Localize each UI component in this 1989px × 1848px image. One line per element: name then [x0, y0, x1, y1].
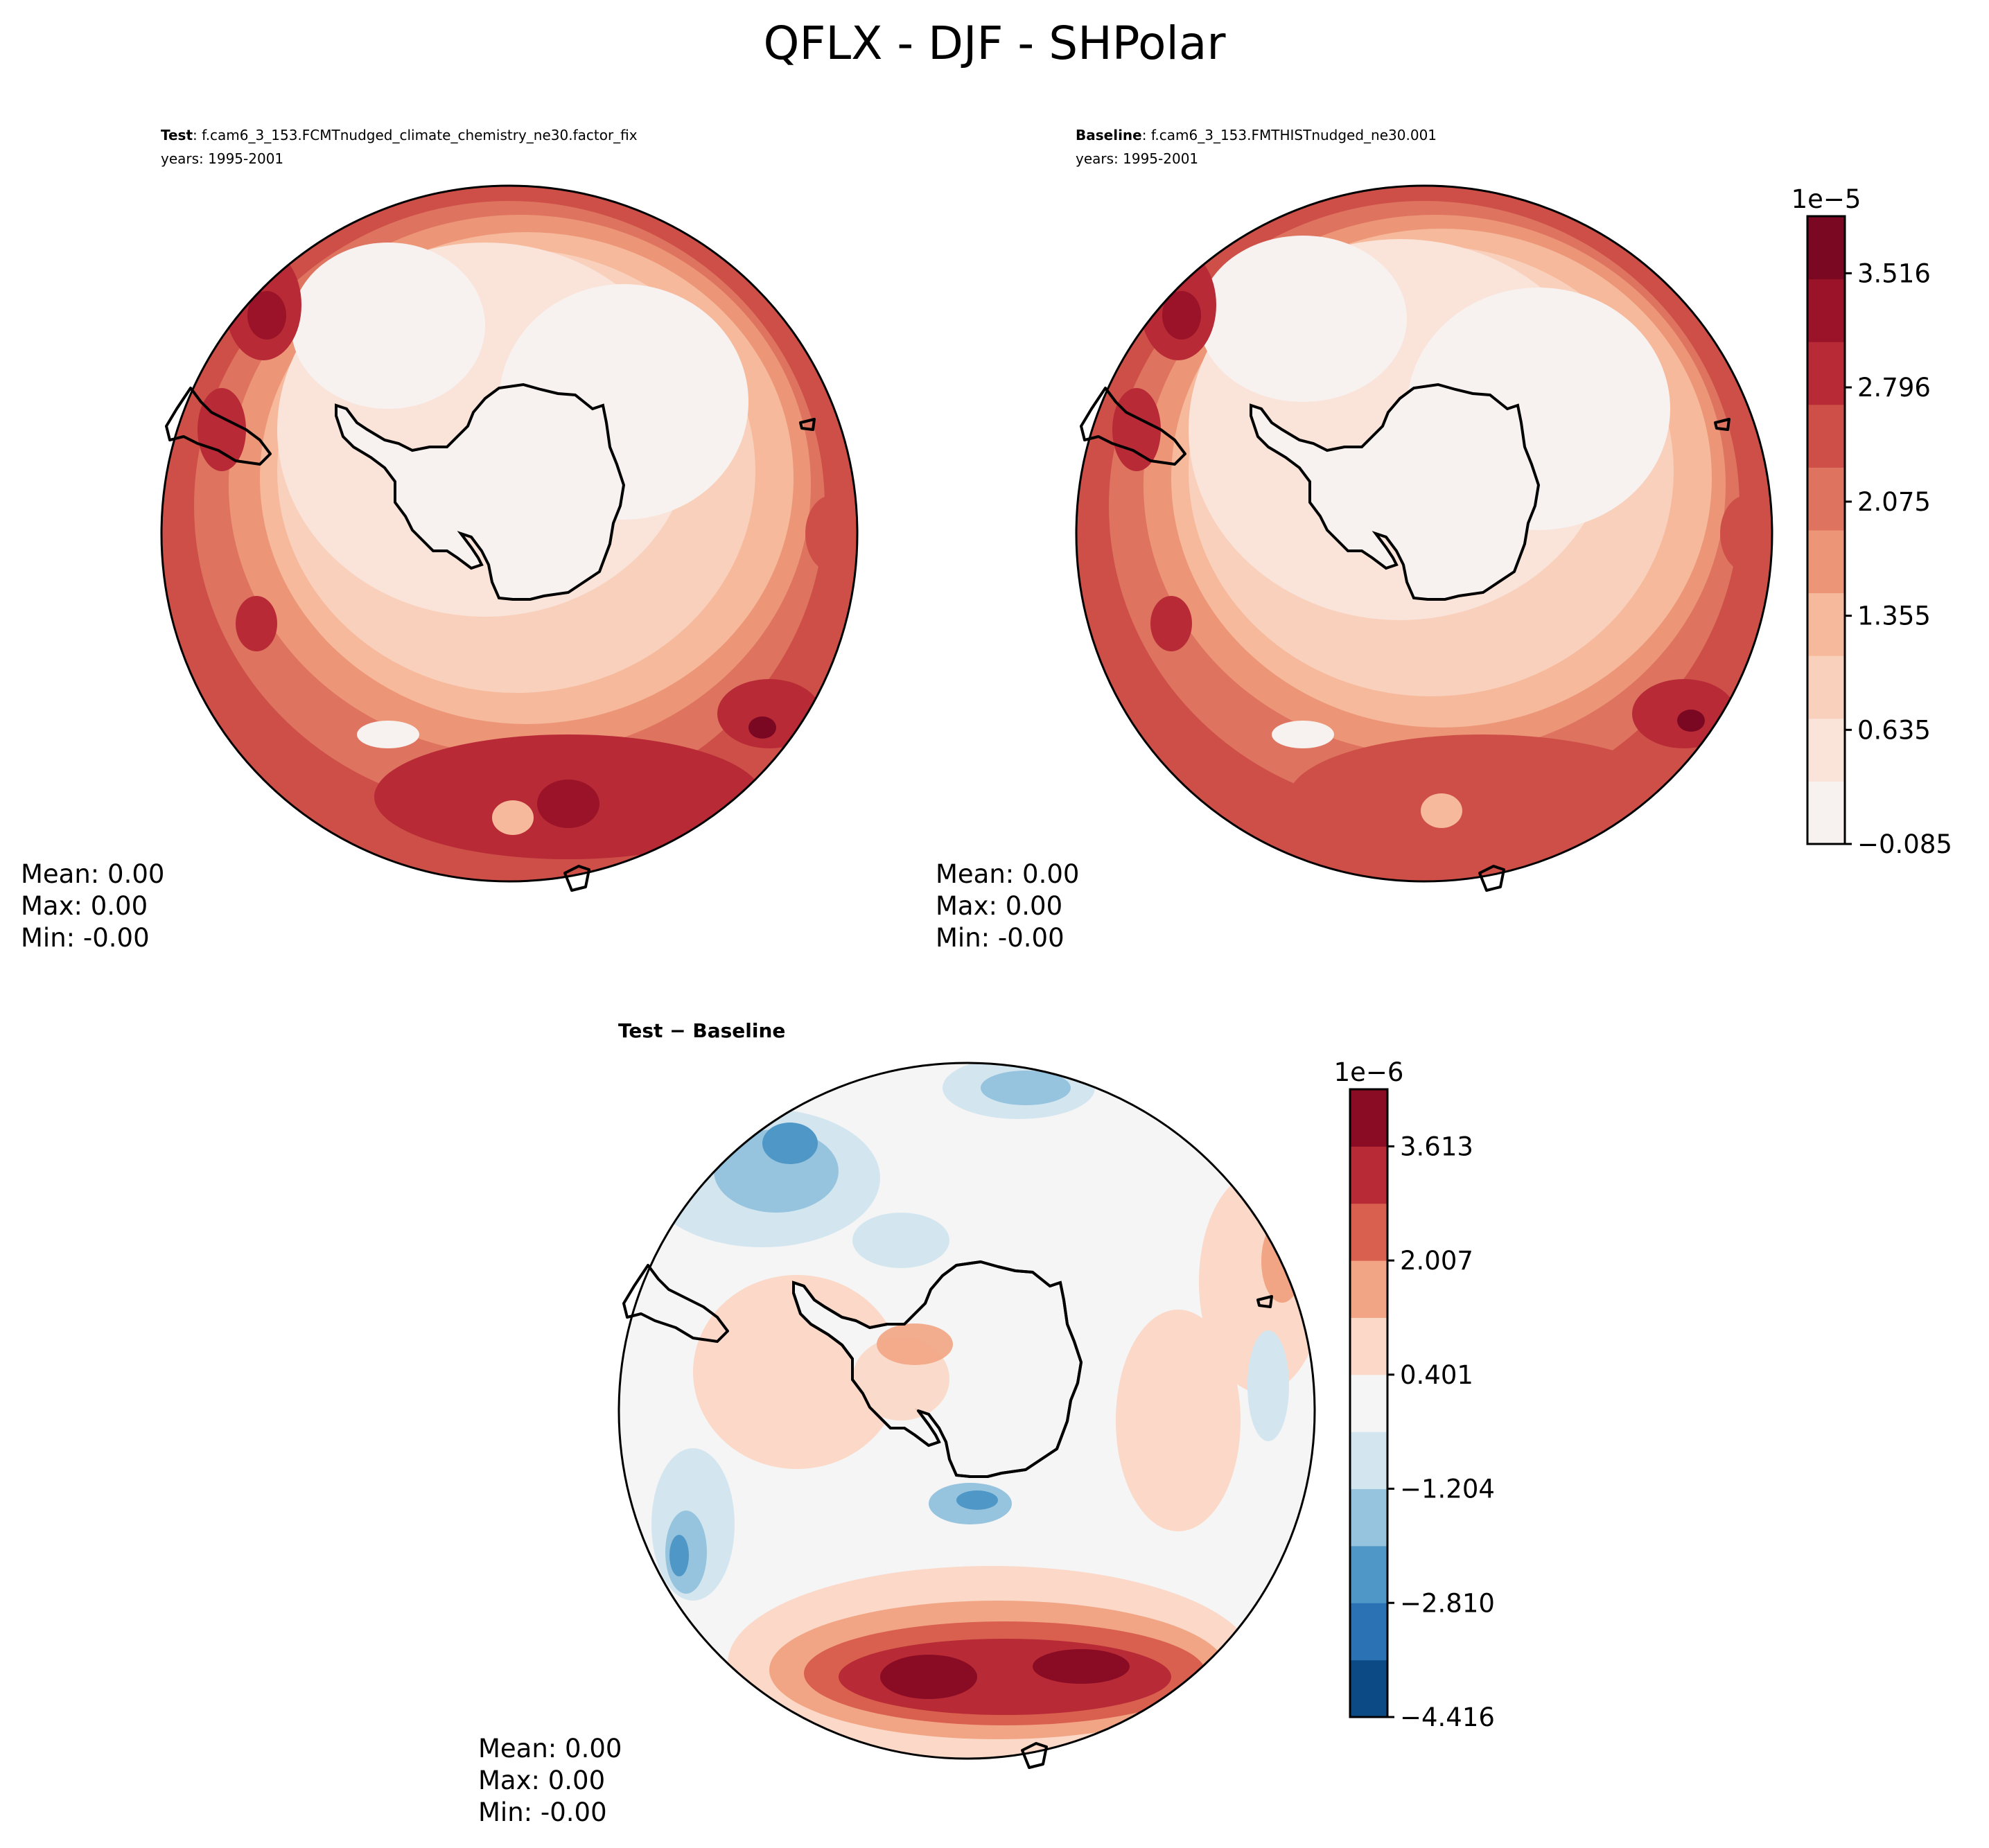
diff-colorbar-level-8 — [1350, 1203, 1387, 1261]
diff-colorbar-level-4 — [1350, 1432, 1387, 1490]
abs-colorbar-level-9 — [1807, 216, 1845, 280]
difference-min: Min: -0.00 — [478, 1797, 607, 1827]
abs-colorbar-level-7 — [1807, 342, 1845, 405]
diff-colorbar-level-3 — [1350, 1488, 1387, 1547]
test-mean: Mean: 0.00 — [21, 859, 164, 889]
diff-colorbar-level-10 — [1350, 1089, 1387, 1147]
abs-colorbar-level-6 — [1807, 404, 1845, 468]
abs-colorbar-tick-label-1: 0.635 — [1857, 715, 1931, 745]
diff-colorbar-level-7 — [1350, 1260, 1387, 1318]
abs-colorbar-tick-label-0: −0.085 — [1857, 829, 1952, 859]
abs-colorbar-tick-label-2: 1.355 — [1857, 601, 1931, 631]
diff-colorbar-level-1 — [1350, 1603, 1387, 1661]
test-title-rest: : f.cam6_3_153.FCMTnudged_climate_chemis… — [193, 127, 638, 143]
abs-colorbar-tick-label-3: 2.075 — [1857, 487, 1931, 517]
baseline-max: Max: 0.00 — [936, 891, 1062, 921]
abs-colorbar-level-4 — [1807, 530, 1845, 594]
baseline-title-rest: : f.cam6_3_153.FMTHISTnudged_ne30.001 — [1142, 127, 1437, 143]
abs-colorbar-tick-label-4: 2.796 — [1857, 373, 1931, 403]
abs-colorbar-tick-label-5: 3.516 — [1857, 258, 1931, 288]
abs-colorbar-level-5 — [1807, 467, 1845, 531]
test-min: Min: -0.00 — [21, 923, 150, 953]
baseline-title: Baseline: f.cam6_3_153.FMTHISTnudged_ne3… — [1076, 127, 1437, 143]
difference-panel: Test − Baseline — [478, 1019, 1316, 1827]
diff-colorbar-level-6 — [1350, 1317, 1387, 1375]
difference-max: Max: 0.00 — [478, 1766, 605, 1795]
absolute-colorbar: −0.085 0.635 1.355 2.075 2.796 3.516 1e−5 — [1791, 184, 1952, 859]
abs-colorbar-level-0 — [1807, 781, 1845, 845]
test-years: years: 1995-2001 — [161, 150, 283, 167]
diff-colorbar-tick-label-3: 0.401 — [1400, 1360, 1473, 1390]
baseline-min: Min: -0.00 — [936, 923, 1064, 953]
baseline-panel: Baseline: f.cam6_3_153.FMTHISTnudged_ne3… — [936, 127, 1773, 953]
test-max: Max: 0.00 — [21, 891, 148, 921]
diff-colorbar-frame — [1349, 1088, 1389, 1718]
baseline-years: years: 1995-2001 — [1076, 150, 1198, 167]
figure-title: QFLX - DJF - SHPolar — [764, 17, 1227, 70]
test-title: Test: f.cam6_3_153.FCMTnudged_climate_ch… — [161, 127, 638, 143]
diff-colorbar-tick-label-2: −1.204 — [1400, 1475, 1495, 1504]
diff-colorbar-tick-label-5: 3.613 — [1400, 1132, 1473, 1161]
diff-colorbar-tick-label-0: −4.416 — [1400, 1702, 1495, 1732]
diff-colorbar-level-9 — [1350, 1146, 1387, 1204]
diff-colorbar-level-5 — [1350, 1374, 1387, 1432]
diff-colorbar-tick-label-1: −2.810 — [1400, 1588, 1495, 1618]
diff-colorbar-level-2 — [1350, 1545, 1387, 1603]
abs-colorbar-level-8 — [1807, 279, 1845, 342]
abs-colorbar-level-1 — [1807, 718, 1845, 782]
diff-colorbar-level-0 — [1350, 1660, 1387, 1718]
test-title-bold: Test — [161, 127, 193, 143]
diff-colorbar-scale-label: 1e−6 — [1334, 1057, 1404, 1087]
difference-mean: Mean: 0.00 — [478, 1734, 622, 1763]
baseline-mean: Mean: 0.00 — [936, 859, 1079, 889]
abs-colorbar-scale-label: 1e−5 — [1791, 184, 1861, 214]
diff-colorbar-tick-label-4: 2.007 — [1400, 1246, 1473, 1276]
test-panel: Test: f.cam6_3_153.FCMTnudged_climate_ch… — [21, 127, 859, 953]
abs-colorbar-level-3 — [1807, 592, 1845, 656]
difference-colorbar: −4.416 −2.810 −1.204 0.401 2.007 3.613 1e−6 — [1334, 1057, 1495, 1732]
abs-colorbar-level-2 — [1807, 655, 1845, 719]
abs-colorbar-frame — [1806, 215, 1846, 845]
difference-title: Test − Baseline — [618, 1019, 785, 1042]
baseline-title-bold: Baseline — [1076, 127, 1142, 143]
